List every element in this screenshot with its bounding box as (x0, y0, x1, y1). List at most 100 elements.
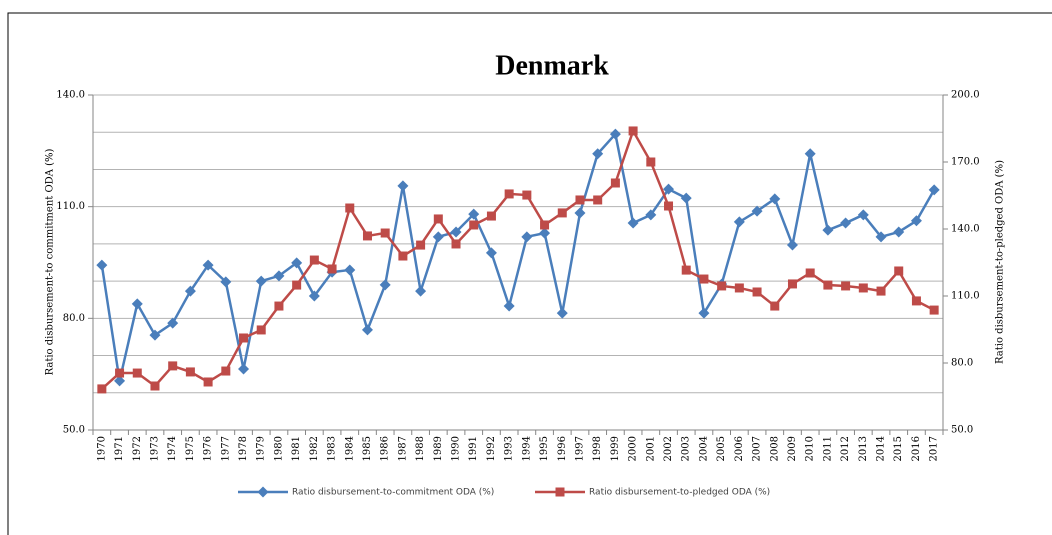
x-tick-label: 1994 (521, 436, 532, 461)
point (255, 275, 267, 287)
x-tick-label: 1987 (397, 436, 408, 461)
x-tick-label: 2003 (681, 436, 692, 461)
point (841, 281, 851, 291)
point (804, 148, 816, 160)
y2-tick-label: 50.0 (951, 425, 973, 436)
point (149, 329, 161, 341)
point (893, 226, 905, 238)
point (521, 231, 533, 243)
point (221, 366, 231, 376)
point (362, 231, 372, 241)
x-tick-label: 1998 (592, 436, 603, 461)
point (150, 381, 160, 391)
y-tick-label: 80.0 (63, 313, 85, 324)
point (185, 367, 195, 377)
x-tick-label: 1993 (504, 436, 515, 461)
point (681, 265, 691, 275)
point (593, 195, 603, 205)
point (167, 317, 179, 329)
point (539, 227, 551, 239)
point (308, 290, 320, 302)
x-tick-label: 2011 (822, 436, 833, 461)
x-tick-label: 2002 (663, 436, 674, 461)
x-tick-label: 1996 (557, 436, 568, 461)
y-tick-label: 50.0 (63, 425, 85, 436)
x-tick-label: 2007 (752, 436, 763, 461)
point (327, 264, 337, 274)
point (575, 195, 585, 205)
point (610, 178, 620, 188)
x-tick-label: 1999 (610, 436, 621, 461)
point (910, 215, 922, 227)
point (664, 201, 674, 211)
point (734, 283, 744, 293)
point (929, 305, 939, 315)
x-tick-label: 1991 (468, 436, 479, 461)
point (822, 224, 834, 236)
point (131, 298, 143, 310)
point (875, 231, 887, 243)
point (540, 220, 550, 230)
point (486, 211, 496, 221)
point (309, 255, 319, 265)
x-tick-label: 2005 (716, 436, 727, 461)
point (238, 363, 250, 375)
point (433, 214, 443, 224)
point (168, 361, 178, 371)
point (699, 274, 709, 284)
y-tick-label: 140.0 (56, 90, 85, 101)
x-tick-label: 1972 (132, 436, 143, 461)
series-line (100, 131, 936, 382)
x-tick-label: 1974 (167, 436, 178, 461)
point (432, 231, 444, 243)
point (361, 324, 373, 336)
point (96, 259, 108, 271)
point (556, 307, 568, 319)
x-tick-label: 2006 (734, 436, 745, 461)
point (786, 239, 798, 251)
point (416, 240, 426, 250)
x-tick-label: 2013 (858, 436, 869, 461)
x-tick-label: 1970 (96, 436, 107, 461)
x-tick-label: 1984 (344, 436, 355, 461)
x-tick-label: 1980 (273, 436, 284, 461)
point (468, 208, 480, 220)
point (203, 377, 213, 387)
x-tick-label: 1988 (415, 436, 426, 461)
x-tick-label: 2001 (645, 436, 656, 461)
point (202, 259, 214, 271)
point (256, 325, 266, 335)
point (876, 286, 886, 296)
x-tick-label: 2000 (628, 436, 639, 461)
point (398, 251, 408, 261)
point (733, 216, 745, 228)
point (698, 307, 710, 319)
point (787, 279, 797, 289)
point (291, 257, 303, 269)
point (239, 333, 249, 343)
x-tick-label: 2004 (698, 436, 709, 461)
point (628, 126, 638, 136)
point (450, 226, 462, 238)
point (646, 157, 656, 167)
point (752, 287, 762, 297)
y2-axis-label: Ratio disbursement-to-pledged ODA (%) (995, 160, 1006, 364)
x-tick-label: 2017 (929, 436, 940, 461)
point (717, 281, 727, 291)
y2-tick-label: 80.0 (951, 358, 973, 369)
x-tick-label: 1989 (433, 436, 444, 461)
point (132, 368, 142, 378)
point (857, 209, 869, 221)
chart-title: Denmark (495, 50, 609, 81)
point (823, 280, 833, 290)
y2-tick-label: 200.0 (951, 90, 980, 101)
x-tick-label: 1979 (256, 436, 267, 461)
y2-tick-label: 110.0 (951, 291, 980, 302)
point (858, 283, 868, 293)
point (522, 190, 532, 200)
y-axis-label: Ratio disbursement-to commitment ODA (%) (45, 149, 56, 376)
x-tick-label: 2015 (893, 436, 904, 461)
point (97, 384, 107, 394)
